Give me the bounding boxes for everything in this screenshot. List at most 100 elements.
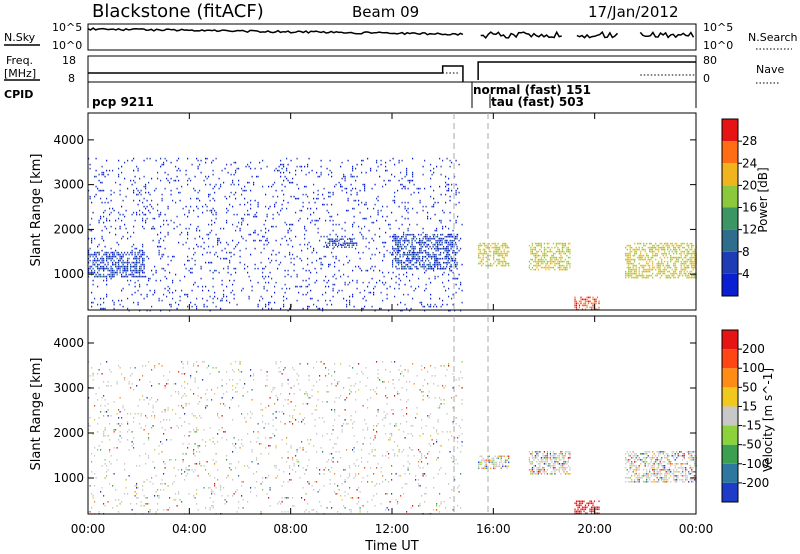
data-pixel xyxy=(313,367,315,369)
data-pixel xyxy=(326,507,328,509)
data-pixel xyxy=(450,259,452,262)
data-pixel xyxy=(200,277,202,280)
data-pixel xyxy=(634,264,636,267)
data-pixel xyxy=(185,403,187,405)
data-pixel xyxy=(586,300,588,303)
data-pixel xyxy=(212,173,214,176)
data-pixel xyxy=(241,439,243,441)
data-pixel xyxy=(169,271,171,274)
data-pixel xyxy=(175,301,177,304)
data-pixel xyxy=(328,195,330,198)
data-pixel xyxy=(391,473,393,475)
data-pixel xyxy=(277,195,279,198)
data-pixel xyxy=(405,235,407,238)
data-pixel xyxy=(362,373,364,375)
data-pixel xyxy=(221,427,223,429)
data-pixel xyxy=(200,265,202,268)
data-pixel xyxy=(434,265,436,268)
data-pixel xyxy=(175,459,177,461)
colorbar-segment xyxy=(722,141,738,164)
data-pixel xyxy=(484,461,486,464)
data-pixel xyxy=(426,233,428,236)
data-pixel xyxy=(133,443,135,445)
data-pixel xyxy=(238,507,240,509)
data-pixel xyxy=(677,256,679,259)
data-pixel xyxy=(107,173,109,176)
data-pixel xyxy=(197,167,199,170)
data-pixel xyxy=(593,298,596,301)
data-pixel xyxy=(652,254,654,257)
data-pixel xyxy=(161,427,163,429)
data-pixel xyxy=(543,246,545,249)
data-pixel xyxy=(236,213,238,216)
data-pixel xyxy=(103,269,105,272)
data-pixel xyxy=(419,503,421,505)
data-pixel xyxy=(575,308,578,311)
data-pixel xyxy=(215,213,217,216)
data-pixel xyxy=(434,263,436,266)
data-pixel xyxy=(383,253,385,256)
data-pixel xyxy=(485,244,487,247)
data-pixel xyxy=(461,301,463,304)
data-pixel xyxy=(391,173,393,176)
data-pixel xyxy=(127,187,129,190)
data-pixel xyxy=(426,251,428,254)
data-pixel xyxy=(407,257,409,260)
data-pixel xyxy=(404,369,406,371)
data-pixel xyxy=(409,181,411,184)
data-pixel xyxy=(676,256,678,259)
data-pixel xyxy=(257,463,259,465)
data-pixel xyxy=(561,242,563,245)
data-pixel xyxy=(295,173,297,176)
data-pixel xyxy=(457,463,459,465)
data-pixel xyxy=(238,501,240,503)
data-pixel xyxy=(131,183,133,186)
data-pixel xyxy=(439,451,441,453)
data-pixel xyxy=(304,393,306,395)
data-pixel xyxy=(359,381,361,383)
data-pixel xyxy=(440,445,442,447)
data-pixel xyxy=(456,237,458,240)
data-pixel xyxy=(299,477,301,479)
data-pixel xyxy=(560,258,562,261)
data-pixel xyxy=(365,171,367,174)
data-pixel xyxy=(136,165,138,168)
data-pixel xyxy=(560,250,562,253)
data-pixel xyxy=(134,367,136,369)
data-pixel xyxy=(432,267,434,270)
data-pixel xyxy=(644,276,646,279)
data-pixel xyxy=(429,253,431,256)
data-pixel xyxy=(412,449,414,451)
data-pixel xyxy=(316,279,318,282)
data-pixel xyxy=(154,415,156,417)
data-pixel xyxy=(686,242,688,245)
data-pixel xyxy=(590,308,593,311)
data-pixel xyxy=(235,387,237,389)
data-pixel xyxy=(545,268,547,271)
data-pixel xyxy=(110,273,112,276)
data-pixel xyxy=(635,264,637,267)
data-pixel xyxy=(266,165,268,168)
data-pixel xyxy=(640,242,642,245)
data-pixel xyxy=(229,379,231,381)
data-pixel xyxy=(137,251,139,254)
data-pixel xyxy=(433,203,435,206)
data-pixel xyxy=(424,473,426,475)
data-pixel xyxy=(307,305,309,308)
data-pixel xyxy=(353,305,355,308)
data-pixel xyxy=(679,256,681,259)
data-pixel xyxy=(581,298,584,301)
data-pixel xyxy=(540,244,542,247)
data-pixel xyxy=(443,265,445,268)
data-pixel xyxy=(185,395,187,397)
data-pixel xyxy=(437,473,439,475)
freq-tick-top: 18 xyxy=(62,54,76,67)
data-pixel xyxy=(295,455,297,457)
data-pixel xyxy=(649,248,651,251)
data-pixel xyxy=(386,297,388,300)
data-pixel xyxy=(335,277,337,280)
data-pixel xyxy=(400,183,402,186)
data-pixel xyxy=(545,266,547,269)
data-pixel xyxy=(430,293,432,296)
